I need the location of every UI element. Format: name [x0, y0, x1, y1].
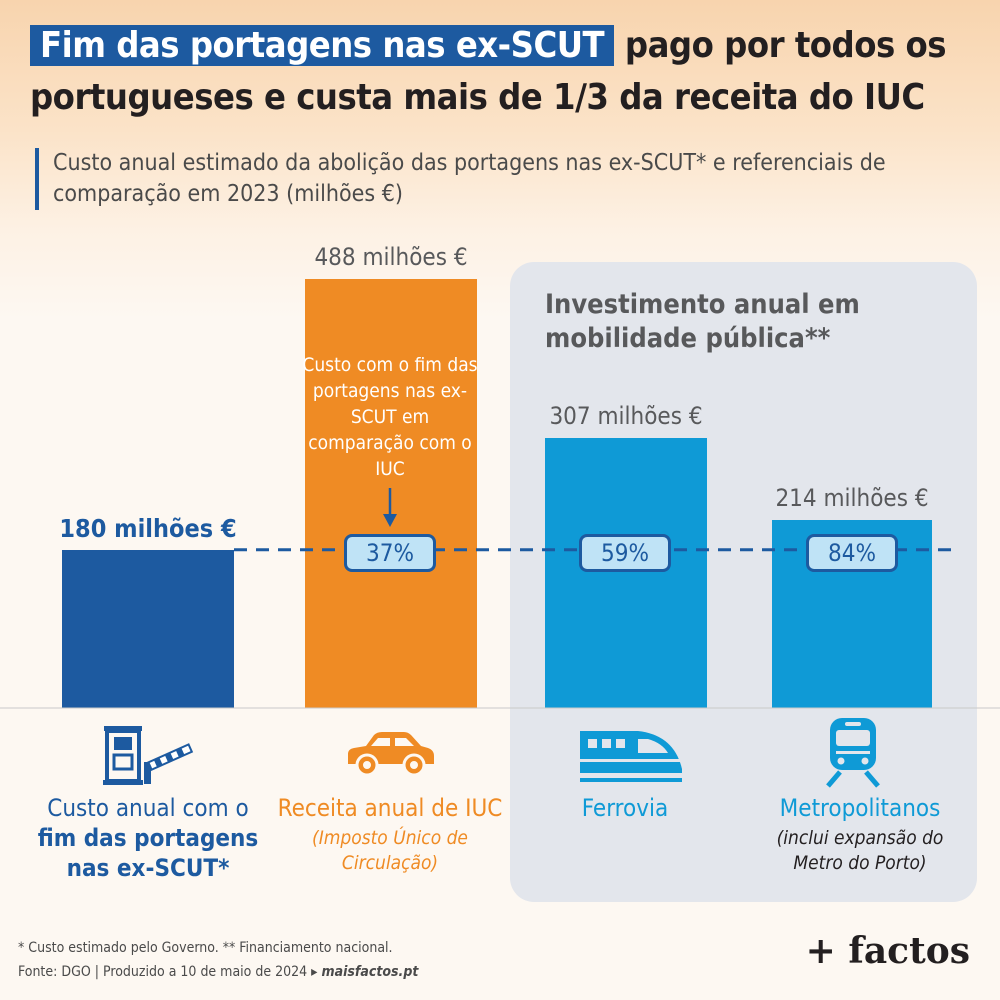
- category-scut-line2: fim das portagens: [37, 824, 259, 852]
- bar-ferrovia: [545, 438, 707, 708]
- train-icon: [580, 731, 682, 782]
- category-iuc: Receita anual de IUC: [277, 794, 503, 822]
- category-scut-line1: Custo anual com o: [47, 794, 249, 822]
- chart-subtitle: Custo anual estimado da abolição das por…: [35, 148, 993, 210]
- category-iuc-sub: (Imposto Único de Circulação): [312, 827, 468, 874]
- category-scut-line3: nas ex-SCUT*: [66, 854, 230, 882]
- pct-ferrovia: 59%: [579, 534, 671, 572]
- category-metro: Metropolitanos: [779, 794, 941, 822]
- title-line2: portugueses e custa mais de 1/3 da recei…: [30, 77, 925, 118]
- value-label-scut: 180 milhões €: [59, 513, 237, 543]
- footnote-site-link[interactable]: maisfactos.pt: [321, 964, 419, 980]
- value-label-iuc: 488 milhões €: [314, 243, 468, 271]
- category-ferrovia: Ferrovia: [581, 794, 669, 822]
- brand-logo: + factos: [805, 930, 970, 972]
- bar-iuc: [305, 279, 477, 708]
- pct-iuc: 37%: [344, 534, 436, 572]
- bar-scut: [62, 549, 234, 708]
- footnote: * Custo estimado pelo Governo. ** Financ…: [18, 936, 418, 984]
- footnote-source: Fonte: DGO | Produzido a 10 de maio de 2…: [18, 964, 318, 980]
- pct-metro: 84%: [806, 534, 898, 572]
- toll-booth-icon: [103, 726, 194, 785]
- metro-icon: [826, 718, 880, 788]
- iuc-comparison-note: Custo com o fim das portagens nas ex-SCU…: [302, 354, 478, 480]
- panel-title: Investimento anual em mobilidade pública…: [545, 289, 860, 354]
- car-icon: [348, 732, 434, 777]
- value-label-ferrovia: 307 milhões €: [549, 402, 703, 431]
- category-scut: Custo anual com o fim das portagens nas …: [28, 793, 268, 883]
- title-rest: pago por todos os: [624, 25, 947, 66]
- chart-title: Fim das portagens nas ex-SCUT pago por t…: [30, 20, 980, 124]
- category-metro-sub: (inclui expansão do Metro do Porto): [776, 827, 944, 874]
- value-label-metro: 214 milhões €: [775, 483, 929, 512]
- title-highlight: Fim das portagens nas ex-SCUT: [30, 25, 615, 66]
- footnote-line1: * Custo estimado pelo Governo. ** Financ…: [18, 940, 393, 956]
